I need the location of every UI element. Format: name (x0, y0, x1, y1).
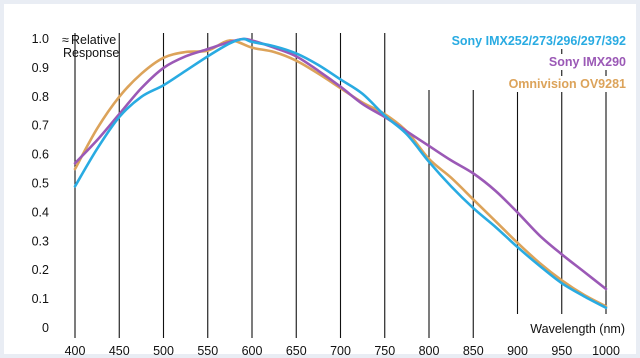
series-lines (73, 37, 608, 310)
y-tick-label: 1.0 (32, 32, 49, 46)
y-tick-label: 0.8 (32, 90, 49, 104)
x-axis-tick-labels: 400 450 500 550 600 650 700 750 800 850 900 950 1000 (65, 344, 620, 358)
y-tick-label: 0.3 (32, 234, 49, 248)
x-tick-label: 450 (109, 344, 130, 358)
legend-entry-bg (525, 54, 628, 70)
x-tick-label: 650 (286, 344, 307, 358)
y-tick-label: 0.5 (32, 177, 49, 191)
x-tick-label: 750 (374, 344, 395, 358)
x-tick-label: 950 (551, 344, 572, 358)
y-axis-label-line2: Response (63, 46, 119, 60)
x-axis-label: Wavelength (nm) (530, 322, 625, 336)
legend-entry-bg (430, 33, 628, 49)
x-tick-label: 900 (507, 344, 528, 358)
y-tick-label: 0.7 (32, 119, 49, 133)
y-axis-tick-labels: 0 0.1 0.2 0.3 0.4 0.5 0.6 0.7 0.8 0.9 1.0 (32, 32, 49, 335)
y-tick-label: 0.1 (32, 292, 49, 306)
y-axis-label-line1: Relative (71, 33, 116, 47)
y-tick-label: 0.9 (32, 61, 49, 75)
legend: Sony IMX252/273/296/297/392 Sony IMX290 Om… (430, 33, 628, 92)
x-tick-label: 550 (197, 344, 218, 358)
legend-entry-label: Sony IMX252/273/296/297/392 (452, 34, 626, 48)
x-tick-label: 1000 (592, 344, 620, 358)
y-tick-label: 0.6 (32, 148, 49, 162)
series-line-1 (73, 37, 608, 310)
legend-entry-bg (492, 76, 628, 92)
x-tick-label: 700 (330, 344, 351, 358)
x-tick-label: 600 (242, 344, 263, 358)
x-tick-label: 400 (65, 344, 86, 358)
x-tick-label: 850 (463, 344, 484, 358)
y-axis-label-prefix: ≈ (62, 33, 69, 47)
x-tick-label: 500 (153, 344, 174, 358)
legend-entry-label: Omnivision OV9281 (509, 77, 626, 91)
y-tick-label: 0.4 (32, 205, 49, 219)
legend-entry-label: Sony IMX290 (549, 55, 626, 69)
x-tick-label: 800 (419, 344, 440, 358)
y-tick-label: 0.2 (32, 263, 49, 277)
series-line-2 (73, 37, 608, 291)
y-tick-label: 0 (42, 321, 49, 335)
